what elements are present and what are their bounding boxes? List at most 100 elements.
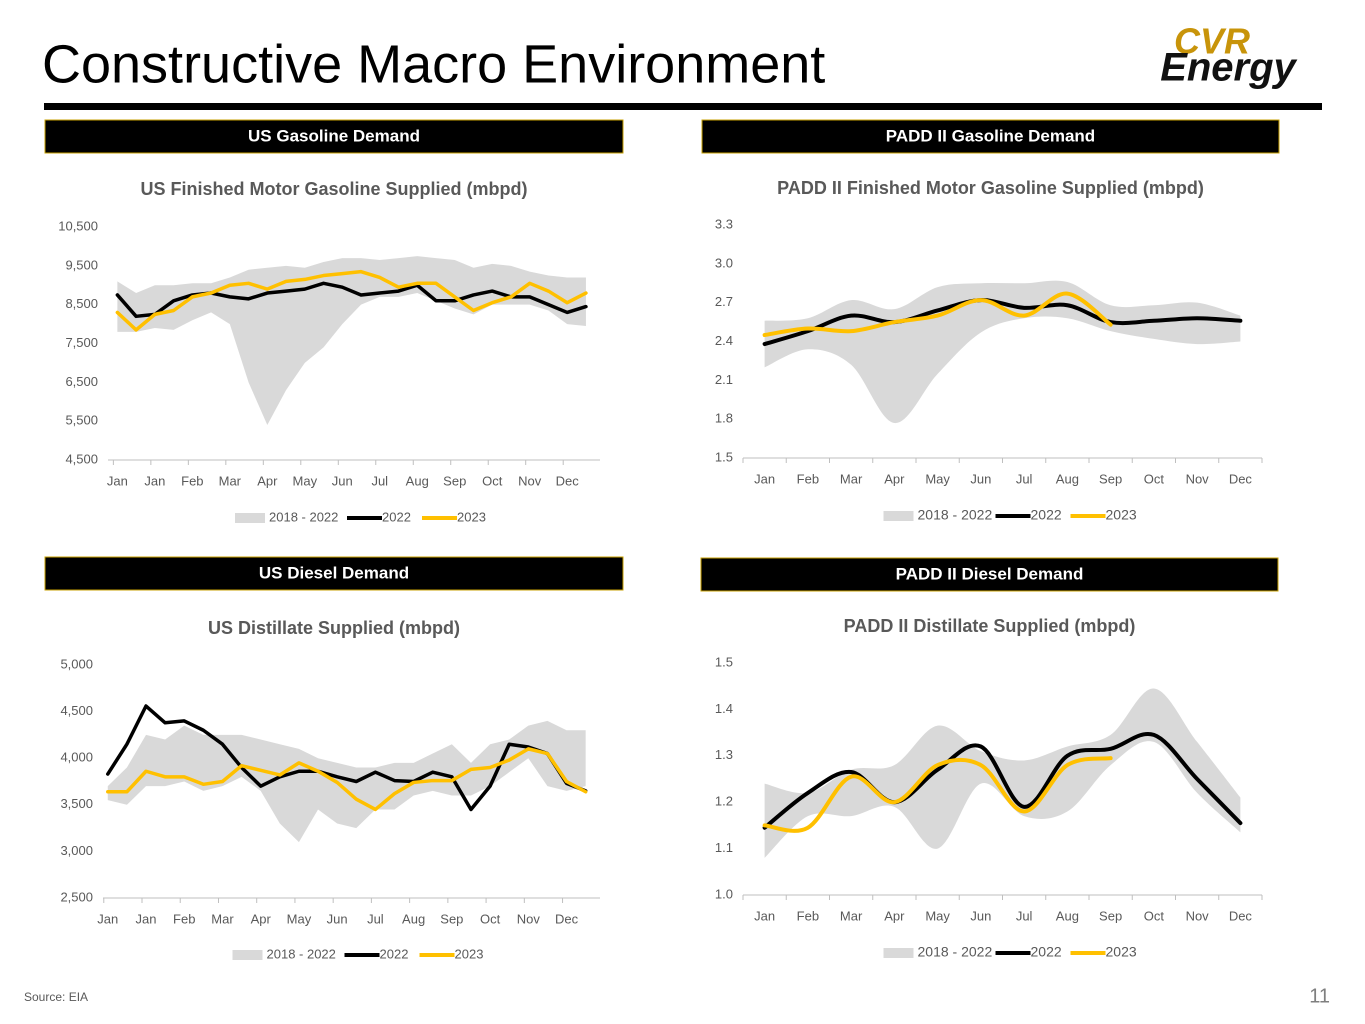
range-band	[117, 256, 586, 426]
y-tick-label: 2.7	[715, 294, 733, 309]
range-band	[107, 720, 586, 843]
y-tick-label: 3,500	[60, 796, 93, 811]
legend-label: 2022	[1031, 507, 1062, 523]
source: Source: EIA	[24, 990, 88, 1004]
y-tick-label: 1.0	[715, 886, 733, 901]
legend-label: 2023	[1106, 507, 1137, 523]
x-tick-label: Jan	[136, 911, 157, 926]
y-tick-label: 3,000	[60, 843, 93, 858]
x-tick-label: Jan	[107, 473, 128, 488]
section-header-text: PADD II Diesel Demand	[896, 564, 1084, 583]
y-tick-label: 3.3	[715, 216, 733, 231]
series-line	[115, 269, 588, 332]
y-tick-label: 1.1	[715, 840, 733, 855]
section-header-text: US Diesel Demand	[259, 563, 409, 582]
x-tick-label: Jul	[367, 911, 384, 926]
x-tick-label: Oct	[482, 473, 503, 488]
x-tick-label: Aug	[406, 473, 429, 488]
legend-label: 2018 - 2022	[918, 507, 993, 523]
y-tick-label: 2.1	[715, 372, 733, 387]
y-tick-label: 2.4	[715, 333, 733, 348]
x-tick-label: Sep	[443, 473, 466, 488]
x-tick-label: May	[287, 911, 312, 926]
x-tick-label: Dec	[555, 911, 579, 926]
legend-label: 2023	[457, 509, 486, 524]
chart-title: US Finished Motor Gasoline Supplied (mbp…	[141, 179, 528, 199]
legend-label: 2018 - 2022	[269, 509, 338, 524]
section-header	[700, 557, 1279, 592]
x-tick-label: Jun	[970, 471, 991, 486]
y-tick-label: 9,500	[65, 257, 98, 272]
x-tick-label: Jun	[327, 911, 348, 926]
x-tick-label: Apr	[251, 911, 272, 926]
y-tick-label: 7,500	[65, 335, 98, 350]
x-tick-label: Nov	[517, 911, 541, 926]
logo-top: CVR	[1174, 21, 1250, 62]
legend-label: 2022	[380, 946, 409, 961]
range-band	[764, 688, 1241, 858]
x-tick-label: Jun	[332, 473, 353, 488]
series-line	[762, 298, 1243, 347]
x-tick-label: Dec	[556, 473, 580, 488]
x-tick-label: Jun	[970, 908, 991, 923]
x-tick-label: Jul	[1016, 908, 1033, 923]
legend-label: 2022	[1031, 944, 1062, 960]
x-tick-label: Jan	[754, 471, 775, 486]
x-tick-label: Apr	[257, 473, 278, 488]
x-tick-label: Mar	[211, 911, 234, 926]
series-line	[762, 291, 1113, 338]
section-header	[44, 119, 624, 154]
legend-label: 2023	[455, 946, 484, 961]
x-tick-label: Jul	[371, 473, 388, 488]
y-tick-label: 4,500	[65, 451, 98, 466]
legend-label: 2018 - 2022	[267, 946, 336, 961]
x-tick-label: May	[925, 908, 950, 923]
x-tick-label: Feb	[797, 908, 819, 923]
x-tick-label: Jul	[1016, 471, 1033, 486]
page-number: 11	[1309, 985, 1330, 1007]
slide-title: Constructive Macro Environment	[42, 34, 825, 94]
x-tick-label: Aug	[1056, 471, 1079, 486]
section-header-text: PADD II Gasoline Demand	[886, 126, 1095, 145]
x-tick-label: Jan	[144, 473, 165, 488]
x-tick-label: Apr	[884, 908, 905, 923]
x-tick-label: Dec	[1229, 908, 1253, 923]
x-tick-label: Oct	[1144, 471, 1165, 486]
x-tick-label: Apr	[884, 471, 905, 486]
chart-title: PADD II Finished Motor Gasoline Supplied…	[777, 178, 1204, 198]
x-tick-label: Feb	[797, 471, 819, 486]
x-tick-label: May	[293, 473, 318, 488]
series-line	[762, 756, 1113, 833]
y-tick-label: 1.5	[715, 449, 733, 464]
chart-title: PADD II Distillate Supplied (mbpd)	[844, 616, 1136, 636]
logo-bottom: Energy	[1160, 46, 1297, 90]
section-header	[44, 556, 624, 591]
y-tick-label: 3.0	[715, 255, 733, 270]
x-tick-label: Nov	[518, 473, 542, 488]
x-tick-label: Mar	[840, 471, 863, 486]
series-line	[762, 731, 1243, 830]
legend-label: 2022	[382, 509, 411, 524]
chart-title: US Distillate Supplied (mbpd)	[208, 618, 460, 638]
x-tick-label: Mar	[840, 908, 863, 923]
x-tick-label: Oct	[480, 911, 501, 926]
x-tick-label: Dec	[1229, 471, 1253, 486]
y-tick-label: 2,500	[60, 889, 93, 904]
legend-swatch	[883, 948, 914, 958]
y-tick-label: 5,500	[65, 413, 98, 428]
legend-swatch	[235, 513, 265, 523]
range-band	[764, 280, 1241, 424]
y-tick-label: 6,500	[65, 374, 98, 389]
legend-label: 2023	[1106, 944, 1137, 960]
x-tick-label: Jan	[754, 908, 775, 923]
x-tick-label: Sep	[1099, 908, 1122, 923]
y-tick-label: 1.3	[715, 747, 733, 762]
section-header	[701, 119, 1280, 154]
x-tick-label: May	[925, 471, 950, 486]
y-tick-label: 4,500	[60, 703, 93, 718]
y-tick-label: 4,000	[60, 750, 93, 765]
x-tick-label: Sep	[440, 911, 463, 926]
series-line	[106, 704, 588, 812]
x-tick-label: Sep	[1099, 471, 1122, 486]
